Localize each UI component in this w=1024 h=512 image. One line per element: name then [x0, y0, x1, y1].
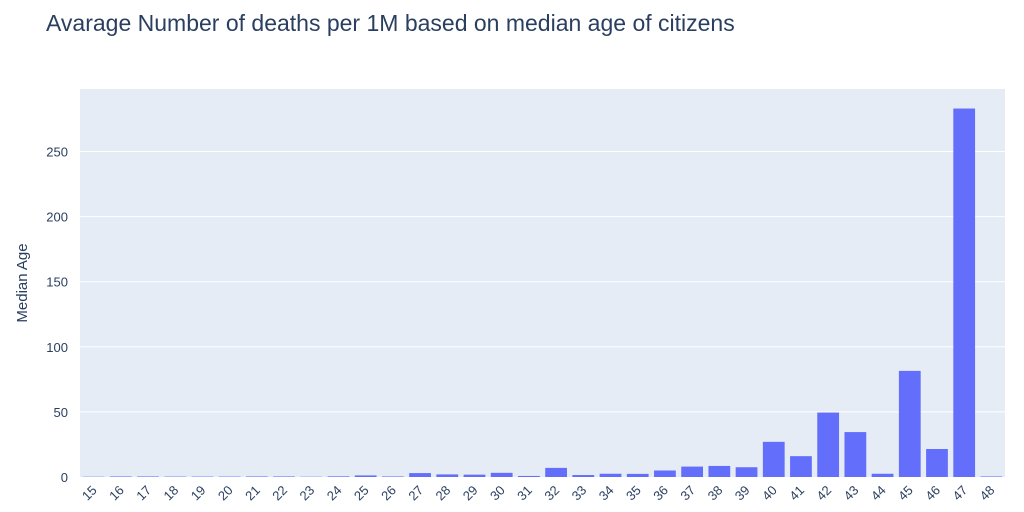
x-tick-label: 44 — [868, 483, 889, 504]
x-tick-label: 36 — [650, 483, 671, 504]
x-tick-label: 33 — [569, 483, 590, 504]
x-tick-label: 27 — [405, 483, 426, 504]
bar-48[interactable] — [980, 476, 1003, 477]
x-tick-label: 37 — [677, 483, 698, 504]
x-tick-label: 18 — [161, 483, 182, 504]
y-tick-label: 200 — [46, 210, 68, 225]
bar-27[interactable] — [409, 473, 431, 477]
bar-25[interactable] — [354, 475, 377, 477]
x-tick-label: 39 — [732, 483, 753, 504]
x-tick-label: 45 — [895, 483, 916, 504]
y-tick-label: 0 — [61, 470, 68, 485]
bar-26[interactable] — [381, 476, 404, 477]
x-tick-label: 30 — [487, 483, 508, 504]
bar-29[interactable] — [463, 474, 486, 477]
x-tick-label: 41 — [786, 483, 807, 504]
bar-34[interactable] — [599, 473, 622, 477]
x-tick-label: 40 — [759, 483, 780, 504]
y-tick-label: 150 — [46, 275, 68, 290]
x-tick-label: 48 — [977, 483, 998, 504]
bar-39[interactable] — [735, 467, 758, 477]
x-tick-label: 29 — [460, 483, 481, 504]
y-axis-title: Median Age — [14, 243, 31, 322]
plot-area — [80, 89, 1005, 477]
bar-46[interactable] — [926, 449, 948, 477]
y-axis-ticks: 0 50 100 150 200 250 — [46, 144, 68, 485]
x-tick-label: 32 — [541, 483, 562, 504]
bar-33[interactable] — [572, 475, 595, 477]
bar-30[interactable] — [490, 472, 513, 477]
bar-44[interactable] — [871, 473, 894, 477]
bar-22[interactable] — [273, 476, 295, 477]
bar-21[interactable] — [245, 476, 268, 477]
x-tick-label: 16 — [106, 483, 127, 504]
x-tick-label: 42 — [813, 483, 834, 504]
bar-24[interactable] — [327, 476, 350, 477]
y-tick-label: 100 — [46, 340, 68, 355]
bar-31[interactable] — [518, 475, 540, 477]
x-tick-label: 38 — [705, 483, 726, 504]
bar-35[interactable] — [626, 473, 649, 477]
x-tick-label: 22 — [269, 483, 290, 504]
x-tick-label: 28 — [433, 483, 454, 504]
bar-41[interactable] — [790, 456, 812, 477]
bar-38[interactable] — [708, 465, 731, 477]
bar-32[interactable] — [545, 467, 567, 477]
bar-17[interactable] — [137, 476, 159, 477]
bar-37[interactable] — [681, 466, 704, 477]
x-tick-label: 23 — [297, 483, 318, 504]
x-tick-label: 26 — [378, 483, 399, 504]
x-tick-label: 25 — [351, 483, 372, 504]
x-tick-label: 43 — [841, 483, 862, 504]
y-tick-label: 250 — [46, 144, 68, 159]
bar-40[interactable] — [762, 441, 785, 477]
x-tick-label: 35 — [623, 483, 644, 504]
bar-36[interactable] — [654, 470, 676, 477]
x-tick-label: 24 — [324, 483, 345, 504]
x-tick-label: 20 — [215, 483, 236, 504]
y-tick-label: 50 — [54, 405, 68, 420]
x-tick-label: 21 — [242, 483, 263, 504]
bar-45[interactable] — [898, 370, 921, 477]
x-tick-label: 17 — [133, 483, 154, 504]
bar-16[interactable] — [109, 476, 132, 477]
gridlines — [80, 150, 1005, 413]
x-tick-label: 15 — [79, 483, 100, 504]
x-tick-label: 31 — [514, 483, 535, 504]
bar-28[interactable] — [436, 474, 459, 477]
x-tick-label: 19 — [188, 483, 209, 504]
x-tick-label: 47 — [949, 483, 970, 504]
x-tick-label: 46 — [922, 483, 943, 504]
x-axis-ticks: 15 16 17 18 19 20 21 22 23 24 25 26 27 28 29 30 31 32 33 34… — [79, 483, 998, 504]
x-tick-label: 34 — [596, 483, 617, 504]
bar-47[interactable] — [953, 108, 976, 477]
bar-43[interactable] — [844, 432, 867, 477]
bars — [82, 108, 1003, 477]
chart-title: Avarage Number of deaths per 1M based on… — [46, 10, 735, 36]
bar-42[interactable] — [817, 412, 840, 477]
